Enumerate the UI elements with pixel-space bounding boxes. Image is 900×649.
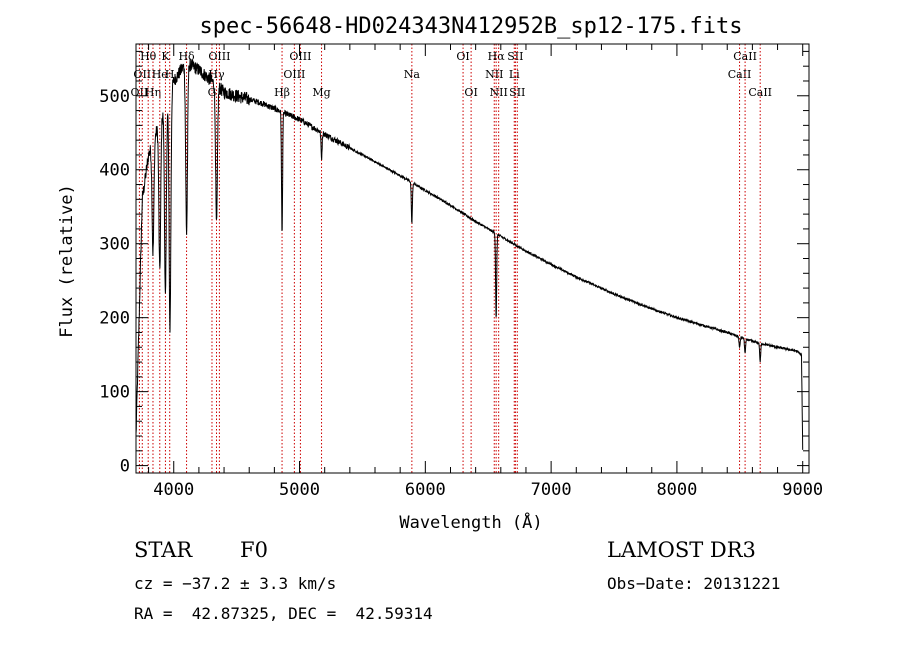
line-marker-label: CaII bbox=[748, 86, 772, 99]
x-tick-label: 4000 bbox=[153, 480, 194, 500]
line-marker-label: Mg bbox=[312, 86, 330, 99]
object-class: STAR bbox=[134, 538, 193, 562]
line-marker-label: NII bbox=[485, 68, 503, 81]
line-marker-label: OIII bbox=[208, 50, 230, 63]
chart-title: spec-56648-HD024343N412952B_sp12-175.fit… bbox=[199, 14, 742, 39]
y-axis-label: Flux (relative) bbox=[57, 184, 77, 338]
plot-frame bbox=[135, 43, 810, 474]
spectrum-line bbox=[135, 58, 804, 450]
line-marker-label: OIII bbox=[289, 50, 311, 63]
line-marker-label: OI bbox=[464, 86, 477, 99]
line-marker-label: SII bbox=[509, 86, 525, 99]
redshift-velocity: cz = −37.2 ± 3.3 km/s bbox=[134, 574, 337, 593]
line-marker-label: Hθ bbox=[140, 50, 157, 63]
x-tick-label: 9000 bbox=[782, 480, 823, 500]
y-axis: 0 100 200 300 400 500 bbox=[99, 50, 809, 477]
object-subclass: F0 bbox=[240, 538, 268, 562]
line-marker-label: G bbox=[208, 86, 217, 99]
line-marker-label: OII bbox=[133, 68, 151, 81]
line-marker-label: Li bbox=[509, 68, 520, 81]
line-marker-label: Hδ bbox=[178, 50, 195, 63]
line-marker-label: Hγ bbox=[208, 68, 225, 81]
line-marker-label: Hη bbox=[145, 86, 161, 99]
line-marker-label: H bbox=[165, 68, 175, 81]
line-marker-label: Na bbox=[404, 68, 421, 81]
line-marker-label: CaII bbox=[728, 68, 752, 81]
x-tick-label: 6000 bbox=[405, 480, 446, 500]
x-axis: 4000 5000 6000 7000 8000 9000 bbox=[148, 44, 823, 500]
x-tick-label: 5000 bbox=[279, 480, 320, 500]
line-marker-label: K bbox=[161, 50, 170, 63]
y-tick-label: 200 bbox=[99, 309, 130, 329]
line-marker-label: Hα bbox=[488, 50, 506, 63]
line-markers: OIIOIIHθHηHeKHHδGHγOIIIHβOIIIOIIIMgNaOIO… bbox=[131, 44, 772, 473]
y-tick-label: 500 bbox=[99, 87, 130, 107]
x-axis-label: Wavelength (Å) bbox=[399, 511, 542, 533]
observation-date: Obs−Date: 20131221 bbox=[607, 574, 781, 593]
x-tick-label: 8000 bbox=[656, 480, 697, 500]
coordinates: RA = 42.87325, DEC = 42.59314 bbox=[134, 604, 433, 623]
line-marker-label: OI bbox=[456, 50, 469, 63]
line-marker-label: NII bbox=[490, 86, 508, 99]
survey-name: LAMOST DR3 bbox=[607, 538, 756, 562]
y-tick-label: 300 bbox=[99, 235, 130, 255]
line-marker-label: He bbox=[152, 68, 168, 81]
line-marker-label: Hβ bbox=[274, 86, 290, 99]
line-marker-label: CaII bbox=[733, 50, 757, 63]
x-tick-label: 7000 bbox=[531, 480, 572, 500]
y-tick-label: 0 bbox=[120, 457, 130, 477]
y-tick-label: 100 bbox=[99, 383, 130, 403]
line-marker-label: OIII bbox=[283, 68, 305, 81]
y-tick-label: 400 bbox=[99, 161, 130, 181]
line-marker-label: SII bbox=[507, 50, 523, 63]
